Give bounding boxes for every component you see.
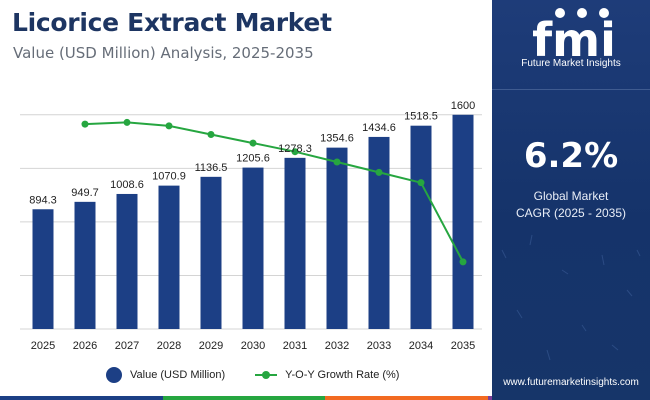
bar-value-label: 1434.6 bbox=[362, 122, 396, 134]
bar-2034 bbox=[410, 125, 432, 329]
logo-text: fmi bbox=[532, 13, 616, 60]
growth-point bbox=[333, 158, 341, 166]
bar-value-label: 1136.5 bbox=[195, 162, 228, 174]
legend-line-marker bbox=[255, 370, 278, 380]
growth-line bbox=[84, 121, 464, 263]
x-tick-label: 2031 bbox=[283, 340, 307, 352]
chart-legend: Value (USD Million) Y-O-Y Growth Rate (%… bbox=[106, 367, 399, 383]
bar-2033 bbox=[368, 136, 390, 329]
x-tick-label: 2027 bbox=[115, 340, 139, 352]
cagr-label: Global Market CAGR (2025 - 2035) bbox=[492, 188, 650, 222]
cagr-label-line2: CAGR (2025 - 2035) bbox=[515, 206, 627, 220]
legend-bar-marker bbox=[106, 367, 122, 383]
legend-bar-label: Value (USD Million) bbox=[130, 369, 226, 381]
stripe-segment bbox=[325, 396, 488, 400]
summary-panel: fmi Future Market Insights 6.2% Global M… bbox=[492, 0, 650, 400]
bar-2035 bbox=[452, 114, 474, 330]
bar-2026 bbox=[74, 201, 96, 329]
cagr-value: 6.2% bbox=[523, 136, 619, 176]
bar-value-label: 1070.9 bbox=[152, 171, 186, 183]
legend-line-label: Y-O-Y Growth Rate (%) bbox=[285, 369, 400, 381]
growth-point bbox=[81, 120, 89, 128]
x-tick-label: 2033 bbox=[367, 340, 391, 352]
x-tick-label: 2035 bbox=[451, 340, 475, 352]
stripe-segment bbox=[0, 396, 163, 400]
panel-divider bbox=[492, 89, 650, 90]
data-labels: 894.3 949.7 1008.6 1070.9 1136.5 1205.6 1278.3… bbox=[29, 100, 475, 206]
bar-line-chart: 894.3 949.7 1008.6 1070.9 1136.5 1205.6 1278.3… bbox=[20, 100, 482, 352]
chart-subtitle: Value (USD Million) Analysis, 2025-2035 bbox=[13, 44, 314, 62]
x-tick-label: 2028 bbox=[157, 340, 181, 352]
growth-point bbox=[207, 130, 215, 138]
bar-value-label: 949.7 bbox=[71, 187, 99, 199]
growth-point bbox=[459, 258, 467, 266]
bar-2030 bbox=[242, 167, 264, 329]
brand-name: Future Market Insights bbox=[521, 58, 621, 69]
panel-texture bbox=[501, 234, 641, 361]
growth-point bbox=[165, 122, 173, 130]
bar-2032 bbox=[326, 147, 348, 329]
growth-point bbox=[291, 148, 299, 156]
bar-value-label: 1354.6 bbox=[320, 133, 354, 145]
x-axis-ticks: 2025 2026 2027 2028 2029 2030 2031 2032 2033 2034… bbox=[31, 340, 475, 352]
bar-value-label: 1205.6 bbox=[236, 153, 270, 165]
logo-dot bbox=[555, 8, 565, 18]
fmi-logo: fmi bbox=[532, 8, 616, 60]
bar-2027 bbox=[116, 193, 138, 329]
stripe-segment bbox=[162, 396, 325, 400]
bar-value-label: 1278.3 bbox=[278, 143, 312, 155]
logo-dot bbox=[599, 8, 609, 18]
x-tick-label: 2029 bbox=[199, 340, 223, 352]
x-tick-label: 2030 bbox=[241, 340, 265, 352]
growth-point bbox=[417, 179, 425, 187]
growth-line-series bbox=[81, 118, 467, 266]
x-tick-label: 2026 bbox=[73, 340, 97, 352]
bar-2025 bbox=[32, 209, 54, 329]
x-tick-label: 2034 bbox=[409, 340, 433, 352]
growth-point bbox=[375, 168, 383, 176]
growth-point bbox=[249, 139, 257, 147]
bar-value-label: 1600 bbox=[451, 100, 475, 112]
bar-2028 bbox=[158, 185, 180, 329]
bar-value-label: 1008.6 bbox=[110, 179, 144, 191]
cagr-label-line1: Global Market bbox=[533, 189, 609, 203]
bar-2029 bbox=[200, 176, 222, 329]
growth-point bbox=[123, 118, 131, 126]
website-link[interactable]: www.futuremarketinsights.com bbox=[503, 377, 639, 388]
bar-2031 bbox=[284, 157, 306, 329]
bar-value-label: 1518.5 bbox=[404, 111, 438, 123]
logo-dot bbox=[577, 8, 587, 18]
chart-title: Licorice Extract Market bbox=[12, 8, 332, 37]
bar-series bbox=[32, 114, 474, 330]
bar-value-label: 894.3 bbox=[29, 194, 57, 206]
x-tick-label: 2032 bbox=[325, 340, 349, 352]
x-tick-label: 2025 bbox=[31, 340, 55, 352]
